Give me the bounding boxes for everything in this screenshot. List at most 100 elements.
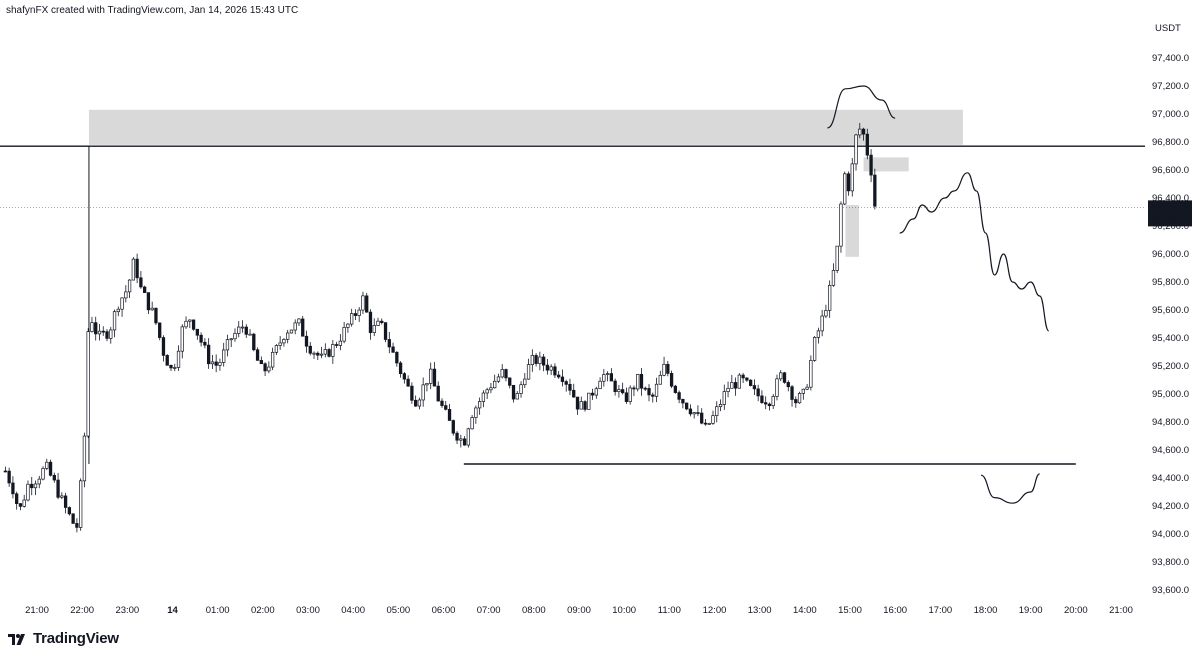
candle (764, 396, 768, 410)
projection-path (899, 172, 1050, 332)
candle (617, 385, 621, 398)
candle (628, 385, 632, 405)
candle (560, 369, 565, 387)
currency-label: USDT (1155, 23, 1181, 34)
candle (534, 353, 538, 367)
tradingview-brand[interactable]: TradingView (8, 630, 119, 647)
candle (350, 308, 354, 327)
candle (459, 434, 463, 448)
candle (602, 369, 606, 387)
candle (274, 344, 279, 355)
candle (865, 128, 869, 160)
candle (406, 375, 410, 387)
candle (203, 338, 207, 349)
candle (797, 391, 802, 404)
candle (240, 320, 245, 333)
price-tick-label: 95,800.0 (1152, 277, 1189, 288)
candle (805, 383, 809, 391)
time-tick-label: 14 (167, 605, 178, 616)
candle (643, 386, 647, 392)
candle (771, 394, 775, 410)
candle (707, 422, 711, 425)
candle (312, 351, 316, 359)
candle (681, 398, 685, 409)
candle (184, 316, 188, 329)
candle (861, 127, 866, 141)
candle (244, 324, 248, 338)
price-tick-label: 96,200.0 (1152, 221, 1189, 232)
resistance-zone (88, 109, 963, 145)
candle (496, 373, 501, 384)
candle (572, 383, 576, 398)
candle (737, 373, 741, 389)
time-tick-label: 06:00 (432, 605, 456, 616)
price-tick-label: 94,000.0 (1152, 529, 1189, 540)
time-tick-label: 13:00 (748, 605, 772, 616)
candle (30, 477, 34, 496)
candle (696, 405, 700, 417)
time-tick-label: 07:00 (477, 605, 501, 616)
time-tick-label: 12:00 (703, 605, 727, 616)
candle (485, 387, 489, 400)
candle (338, 334, 343, 351)
price-tick-label: 94,800.0 (1152, 417, 1189, 428)
candle (410, 382, 414, 404)
candle (854, 133, 858, 171)
candle (726, 381, 730, 398)
bottom-arc-drawing (980, 473, 1040, 504)
candle (94, 316, 98, 341)
candle (658, 370, 662, 385)
candle (489, 383, 493, 394)
candle (210, 354, 215, 370)
candle (248, 329, 252, 336)
candle (124, 285, 128, 303)
candle (587, 392, 591, 410)
candle (760, 390, 764, 404)
candle (372, 318, 376, 337)
candle (225, 334, 230, 357)
candle (579, 396, 583, 410)
candle (831, 263, 836, 287)
candle (553, 363, 557, 378)
candle (331, 339, 335, 364)
candle (790, 384, 794, 407)
candle (63, 492, 68, 514)
candle (564, 379, 568, 392)
time-tick-label: 16:00 (883, 605, 907, 616)
candle (432, 362, 437, 387)
time-tick-label: 08:00 (522, 605, 546, 616)
price-tick-label: 96,800.0 (1152, 137, 1189, 148)
candle (662, 356, 666, 377)
candle (605, 371, 610, 382)
candle (376, 317, 380, 327)
candle (37, 475, 41, 489)
candle (97, 324, 102, 341)
candle (711, 410, 715, 425)
candle (191, 319, 196, 331)
price-tick-label: 95,400.0 (1152, 333, 1189, 344)
candle (146, 292, 151, 314)
candle (466, 427, 470, 448)
candle (590, 388, 595, 400)
candle (387, 331, 391, 354)
candle (786, 380, 790, 392)
price-tick-label: 97,400.0 (1152, 53, 1189, 64)
current-price-label: 96,332.9 01:34 (1148, 200, 1192, 227)
candle (568, 378, 572, 396)
candle (293, 319, 297, 335)
candle (323, 343, 327, 358)
candle (206, 338, 211, 369)
candle (684, 402, 689, 411)
candle (530, 349, 534, 372)
current-price-value: 96,332.9 (1152, 202, 1189, 213)
candle (383, 322, 388, 343)
candle (402, 371, 407, 384)
candle (67, 506, 72, 516)
candle (839, 201, 843, 253)
candle (139, 271, 143, 289)
candle (368, 309, 373, 340)
candle (270, 347, 275, 371)
candle (455, 431, 459, 445)
candle (715, 401, 719, 423)
